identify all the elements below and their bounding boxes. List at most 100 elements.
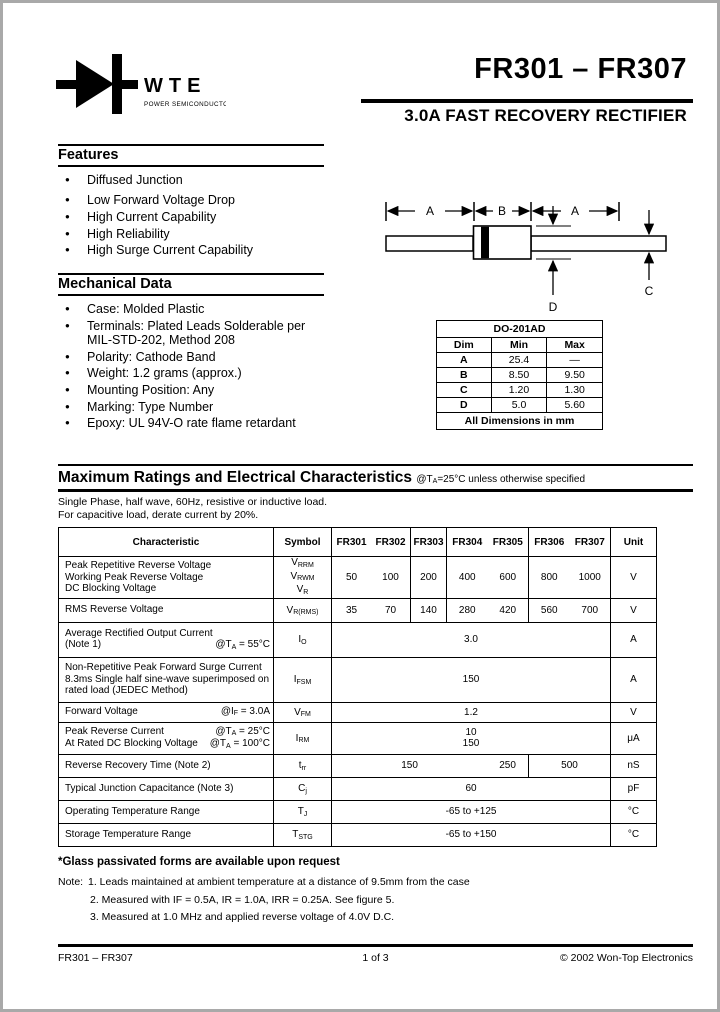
rule: [58, 144, 324, 146]
mech-text: Polarity: Cathode Band: [87, 349, 216, 364]
bullet-icon: ●: [65, 175, 70, 184]
col-header: Min: [490, 337, 548, 353]
dimension-table: DO-201AD Dim Min Max A 25.4 — B 8.50 9.5…: [436, 320, 603, 430]
dim-cell: C: [436, 382, 492, 398]
dim-label-a-left: A: [426, 204, 434, 218]
right-lead: [530, 235, 667, 252]
bullet-icon: ●: [65, 401, 70, 411]
list-item: ● Diffused Junction: [58, 173, 324, 187]
col-characteristic: Characteristic: [58, 527, 274, 557]
max-cell: 9.50: [546, 367, 603, 383]
bullet-icon: ●: [65, 211, 70, 221]
row-storage-temp: Storage Temperature Range TSTG -65 to +1…: [58, 822, 657, 847]
dim-label-a-right: A: [571, 204, 579, 218]
row-reverse-voltage: Peak Repetitive Reverse Voltage Working P…: [58, 556, 657, 599]
footer: FR301 – FR307 1 of 3 © 2002 Won-Top Elec…: [58, 952, 693, 964]
list-item: ● High Surge Current Capability: [58, 243, 324, 257]
dim-label-b: B: [498, 204, 506, 218]
col-unit: Unit: [610, 527, 657, 557]
note-label: Note:: [58, 876, 84, 888]
list-item: ● Weight: 1.2 grams (approx.): [58, 366, 324, 380]
mechanical-list: ● Case: Molded Plastic ● Terminals: Plated…: [58, 302, 324, 431]
bullet-icon: ●: [65, 245, 70, 255]
row-operating-temp: Operating Temperature Range TJ -65 to +1…: [58, 799, 657, 824]
note-line: 3. Measured at 1.0 MHz and applied rever…: [58, 909, 693, 927]
row-reverse-current: Peak Reverse Current @TA = 25°C At Rated …: [58, 721, 657, 755]
ratings-condition: @TA=25°C unless otherwise specified: [416, 473, 586, 486]
mech-text: Epoxy: UL 94V-O rate flame retardant: [87, 416, 296, 431]
note-line: Note: 1. Leads maintained at ambient tem…: [58, 874, 693, 892]
list-item: ● Low Forward Voltage Drop: [58, 193, 324, 207]
note-text: 2. Measured with IF = 0.5A, IR = 1.0A, I…: [90, 893, 395, 906]
footer-part-number: FR301 – FR307: [58, 952, 133, 964]
table-row: C 1.20 1.30: [436, 382, 603, 398]
col-fr304: FR304: [452, 536, 483, 548]
col-fr302: FR302: [375, 536, 406, 548]
bullet-icon: ●: [65, 385, 70, 395]
max-cell: 5.60: [546, 397, 603, 413]
feature-text: High Current Capability: [87, 209, 217, 224]
left-lead: [385, 235, 474, 252]
feature-text: Low Forward Voltage Drop: [87, 193, 235, 208]
min-cell: 5.0: [490, 397, 548, 413]
col-fr306: FR306: [534, 536, 565, 548]
rule: [58, 273, 324, 275]
bullet-icon: ●: [65, 368, 70, 378]
list-item: ● Terminals: Plated Leads Solderable per …: [58, 319, 324, 347]
max-cell: —: [546, 352, 603, 368]
row-forward-voltage: Forward Voltage @IF = 3.0A VFM 1.2 V: [58, 701, 657, 723]
features-list: ● Diffused Junction ● Low Forward Voltage …: [58, 173, 324, 258]
list-item: ● Marking: Type Number: [58, 400, 324, 414]
row-average-current: Average Rectified Output Current (Note 1…: [58, 621, 657, 658]
page-title: FR301 – FR307: [474, 53, 687, 85]
rule: [58, 165, 324, 167]
glass-passivated-note: *Glass passivated forms are available up…: [58, 856, 340, 868]
features-section: Features ● Diffused Junction ● Low Forward…: [58, 144, 324, 260]
table-row: B 8.50 9.50: [436, 367, 603, 383]
ratings-title: Maximum Ratings and Electrical Character…: [58, 469, 693, 487]
mech-text: Mounting Position: Any: [87, 383, 215, 398]
rule: [58, 488, 693, 492]
mech-text: Marking: Type Number: [87, 399, 214, 414]
intro-line: For capacitive load, derate current by 2…: [58, 508, 259, 521]
dim-table-title: DO-201AD: [436, 320, 603, 338]
ratings-intro: Single Phase, half wave, 60Hz, resistive…: [58, 496, 693, 522]
page-subtitle: 3.0A FAST RECOVERY RECTIFIER: [404, 106, 687, 125]
ratings-table: Characteristic Symbol FR301 FR302 FR303 F…: [58, 527, 657, 847]
min-cell: 8.50: [490, 367, 548, 383]
note-text: 3. Measured at 1.0 MHz and applied rever…: [90, 911, 395, 923]
col-fr307: FR307: [574, 536, 605, 548]
max-cell: 1.30: [546, 382, 603, 398]
dim-cell: A: [436, 352, 492, 368]
mech-text: Case: Molded Plastic: [87, 302, 205, 316]
dim-cell: D: [436, 397, 492, 413]
min-cell: 25.4: [490, 352, 548, 368]
feature-text: High Surge Current Capability: [87, 243, 254, 258]
row-rms-voltage: RMS Reverse Voltage VR(RMS) 35 70 140 280…: [58, 597, 657, 623]
dim-cell: B: [436, 367, 492, 383]
notes-section: *Glass passivated forms are available up…: [58, 856, 693, 927]
brand-tagline: POWER SEMICONDUCTORS: [144, 101, 226, 108]
dim-label-d: D: [549, 300, 558, 314]
col-header: Dim: [436, 337, 492, 353]
title-rule: [361, 99, 693, 103]
col-header: Max: [546, 337, 603, 353]
col-symbol: Symbol: [273, 527, 332, 557]
ratings-heading-block: Maximum Ratings and Electrical Character…: [58, 464, 693, 522]
list-item: ● Case: Molded Plastic: [58, 302, 324, 316]
intro-line: Single Phase, half wave, 60Hz, resistive…: [58, 495, 328, 508]
bullet-icon: ●: [65, 195, 70, 205]
col-fr303: FR303: [410, 527, 447, 557]
mech-text: Terminals: Plated Leads Solderable per M…: [87, 318, 306, 347]
list-item: ● High Reliability: [58, 227, 324, 241]
row-surge-current: Non-Repetitive Peak Forward Surge Curren…: [58, 656, 657, 703]
mechanical-heading: Mechanical Data: [58, 276, 172, 292]
bullet-icon: ●: [65, 320, 70, 330]
footer-copyright: © 2002 Won-Top Electronics: [559, 952, 694, 964]
feature-text: Diffused Junction: [87, 173, 183, 187]
bullet-icon: ●: [65, 418, 70, 428]
col-fr301: FR301: [336, 536, 367, 548]
rule: [58, 294, 324, 296]
list-item: ● High Current Capability: [58, 210, 324, 224]
